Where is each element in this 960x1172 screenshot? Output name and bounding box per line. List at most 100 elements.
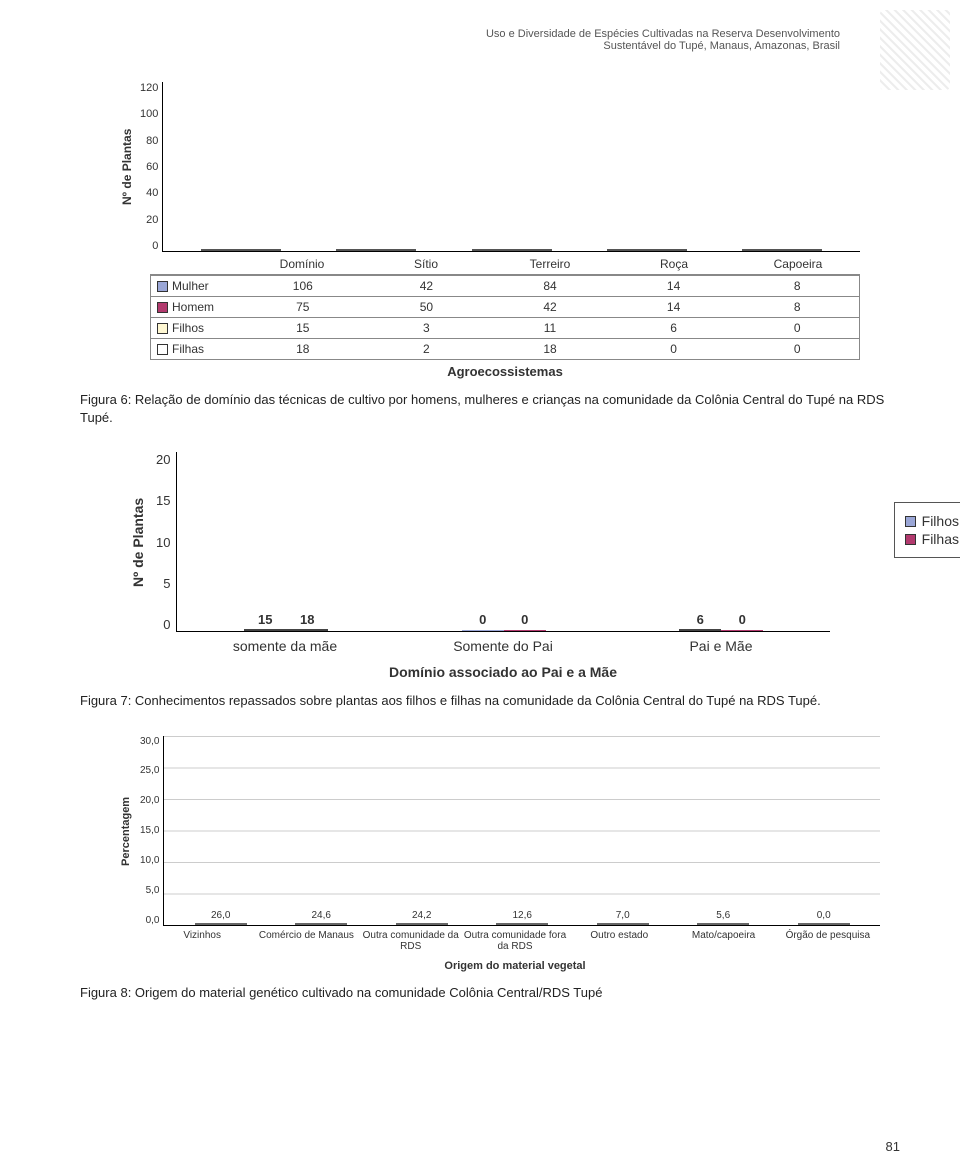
fig6-value-cell: 8 [735, 297, 859, 317]
fig6-bar [261, 249, 281, 251]
fig6-category-row: DomínioSítioTerreiroRoçaCapoeira [150, 254, 860, 275]
fig6-value-cell: 42 [488, 297, 612, 317]
fig6-value-cell: 18 [488, 339, 612, 359]
fig6-ytick: 100 [140, 108, 158, 120]
figure-6: Nº de Plantas 120100806040200 DomínioSít… [120, 82, 860, 379]
fig6-value-cell: 0 [735, 318, 859, 338]
fig8-bar-wrap: 26,0 [175, 923, 266, 925]
fig8-bar-value: 0,0 [817, 910, 831, 921]
fig6-xlabel: Agroecossistemas [150, 364, 860, 379]
legend-swatch [157, 281, 168, 292]
fig8-bar-value: 24,2 [412, 910, 431, 921]
fig8-xlabel: Origem do material vegetal [150, 960, 880, 972]
fig7-chart-area: 15180060FilhosFilhas [176, 452, 830, 632]
fig8-bar-wrap: 0,0 [778, 923, 869, 925]
fig7-bar-value: 0 [479, 612, 486, 627]
fig6-series-label: Mulher [172, 279, 209, 293]
fig8-ytick: 20,0 [140, 795, 159, 806]
fig7-ytick: 5 [156, 576, 170, 591]
fig7-caption: Figura 7: Conhecimentos repassados sobre… [80, 692, 900, 710]
fig6-bar [762, 249, 782, 251]
fig8-bar: 24,2 [396, 923, 448, 925]
fig6-bar [492, 249, 512, 251]
fig7-category: somente da mãe [176, 632, 394, 654]
fig8-category: Outra comunidade fora da RDS [463, 926, 567, 952]
fig7-legend-row: Filhas [905, 531, 959, 547]
fig6-value-cell: 18 [241, 339, 365, 359]
fig8-ytick: 30,0 [140, 736, 159, 747]
fig7-bar: 18 [286, 629, 328, 631]
fig6-bar [742, 249, 762, 251]
fig8-ylabel: Percentagem [120, 736, 136, 926]
fig7-legend-row: Filhos [905, 513, 959, 529]
decorative-pattern [880, 10, 950, 90]
fig6-series-label: Filhos [172, 321, 204, 335]
fig8-ytick: 5,0 [140, 885, 159, 896]
fig6-value-cell: 42 [365, 276, 489, 296]
fig6-bar-group [336, 249, 416, 251]
fig7-bar: 0 [721, 630, 763, 631]
fig7-category: Somente do Pai [394, 632, 612, 654]
fig6-ytick: 120 [140, 82, 158, 94]
fig6-bar [201, 249, 221, 251]
fig6-bar-group [742, 249, 822, 251]
fig8-bar-value: 7,0 [616, 910, 630, 921]
fig8-bar-wrap: 5,6 [677, 923, 768, 925]
figure-8: Percentagem 30,025,020,015,010,05,00,0 2… [120, 736, 880, 972]
fig6-bar [376, 249, 396, 251]
fig7-bar-value: 15 [258, 612, 272, 627]
fig6-category: Terreiro [488, 254, 612, 274]
fig6-bar [512, 249, 532, 251]
fig6-value-cell: 2 [365, 339, 489, 359]
fig6-value-cell: 0 [612, 339, 736, 359]
fig8-bar-wrap: 12,6 [476, 923, 567, 925]
fig6-value-cell: 106 [241, 276, 365, 296]
legend-swatch [157, 344, 168, 355]
fig6-bar [532, 249, 552, 251]
fig7-ytick: 0 [156, 617, 170, 632]
legend-swatch [905, 534, 916, 545]
header-line-2: Sustentável do Tupé, Manaus, Amazonas, B… [80, 40, 840, 52]
fig8-bar-wrap: 7,0 [577, 923, 668, 925]
fig7-bar: 15 [244, 629, 286, 631]
fig8-bar-value: 5,6 [716, 910, 730, 921]
fig6-data-row: Homem755042148 [151, 296, 859, 317]
fig6-category: Roça [612, 254, 736, 274]
fig7-bar: 0 [504, 630, 546, 631]
fig6-bar [667, 249, 687, 251]
fig6-yaxis: 120100806040200 [138, 82, 162, 252]
legend-swatch [157, 323, 168, 334]
fig6-bar [396, 249, 416, 251]
fig6-ylabel: Nº de Plantas [120, 82, 138, 252]
fig6-value-cell: 11 [488, 318, 612, 338]
fig8-bar: 5,6 [697, 923, 749, 925]
fig8-category: Comércio de Manaus [254, 926, 358, 952]
fig7-yaxis: 20151050 [150, 452, 176, 632]
fig7-bar: 0 [462, 630, 504, 631]
fig6-category: Capoeira [736, 254, 860, 274]
fig8-bar-wrap: 24,6 [275, 923, 366, 925]
fig6-ytick: 0 [140, 240, 158, 252]
fig6-value-cell: 8 [735, 276, 859, 296]
fig7-bar-value: 6 [697, 612, 704, 627]
fig7-bar-group: 00 [462, 630, 546, 631]
fig7-category-row: somente da mãeSomente do PaiPai e Mãe [176, 632, 830, 654]
fig6-bar [221, 249, 241, 251]
fig7-ytick: 10 [156, 535, 170, 550]
fig8-ytick: 25,0 [140, 765, 159, 776]
fig6-data-row: Filhos1531160 [151, 317, 859, 338]
fig6-caption: Figura 6: Relação de domínio das técnica… [80, 391, 900, 426]
legend-swatch [157, 302, 168, 313]
fig8-bar: 0,0 [798, 923, 850, 925]
fig7-legend-label: Filhas [922, 531, 959, 547]
fig6-value-cell: 14 [612, 297, 736, 317]
fig6-value-cell: 14 [612, 276, 736, 296]
fig6-value-cell: 0 [735, 339, 859, 359]
fig7-category: Pai e Mãe [612, 632, 830, 654]
fig6-value-cell: 75 [241, 297, 365, 317]
fig8-caption: Figura 8: Origem do material genético cu… [80, 984, 900, 1002]
fig6-series-label: Filhas [172, 342, 204, 356]
fig8-bar: 7,0 [597, 923, 649, 925]
fig6-value-cell: 84 [488, 276, 612, 296]
fig8-category: Outra comunidade da RDS [359, 926, 463, 952]
